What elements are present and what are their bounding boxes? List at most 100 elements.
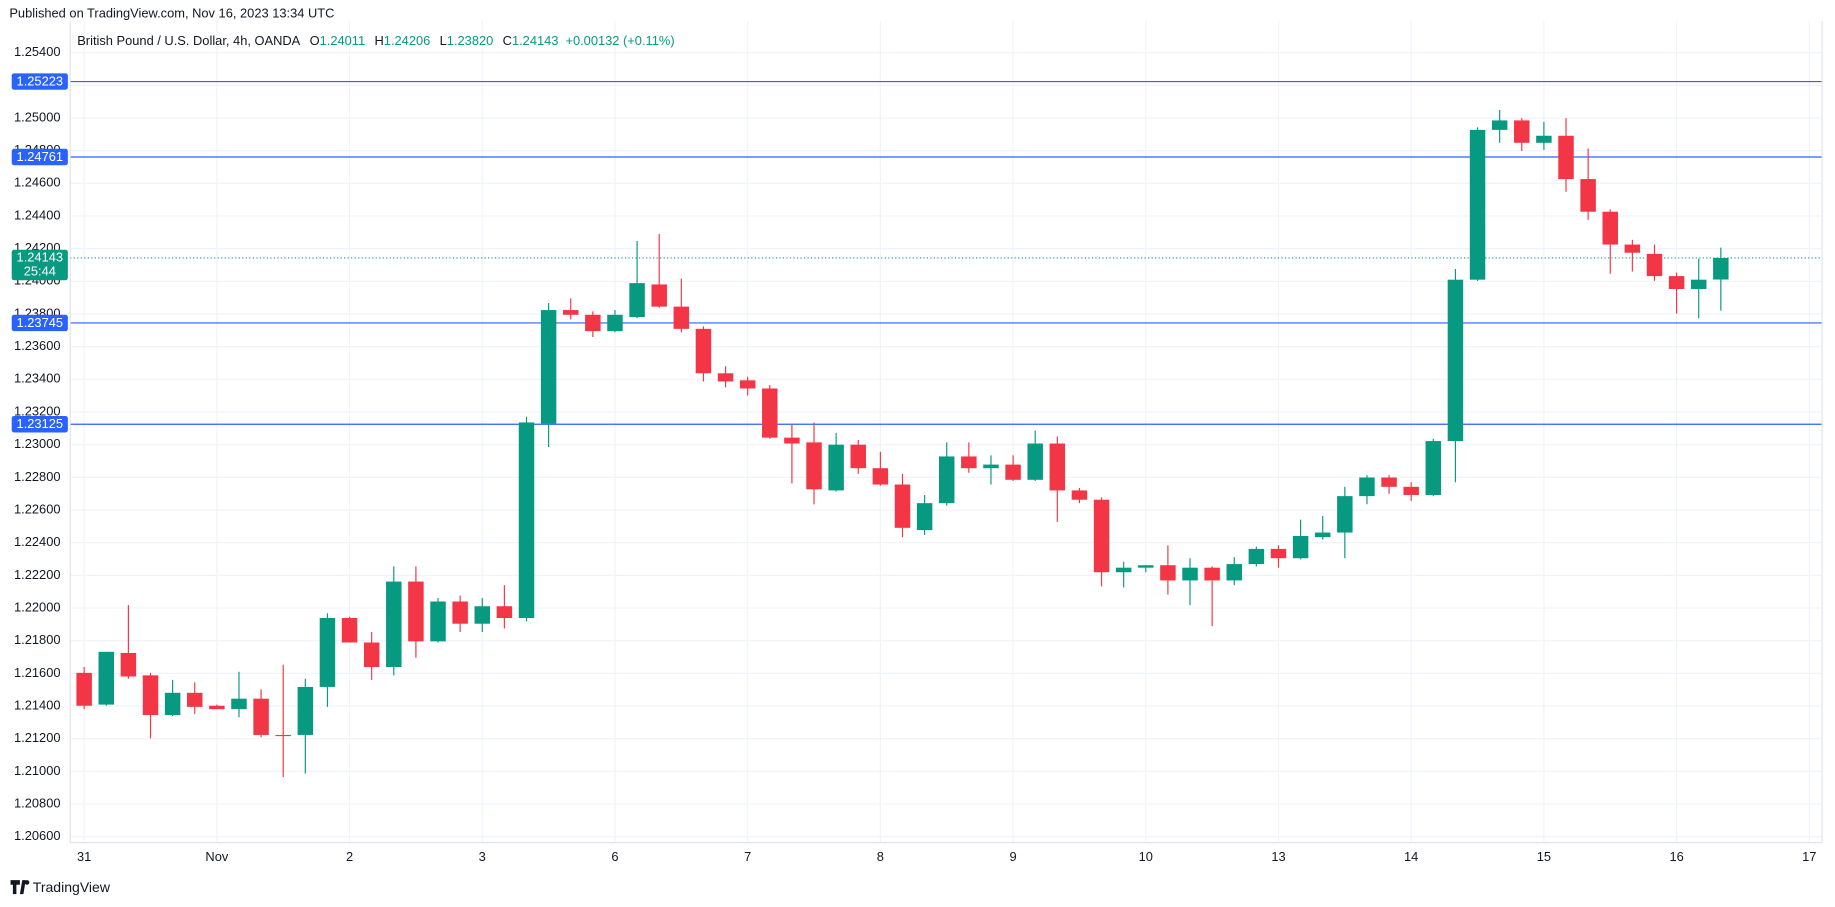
logo-icon (10, 880, 30, 895)
y-tick-label: 1.23400 (14, 371, 60, 386)
legend-value: 1.24206 (384, 34, 430, 49)
candle-body (120, 652, 137, 677)
candle-body (1646, 253, 1663, 277)
candle-body (872, 468, 889, 485)
candle-body (850, 444, 866, 469)
candle-body (1602, 211, 1618, 245)
y-tick-label: 1.22000 (14, 599, 60, 614)
candle-body (76, 672, 92, 706)
candle-body (1690, 279, 1707, 289)
candle-body (540, 310, 557, 424)
candle-body (806, 442, 822, 490)
level-label: 1.24761 (17, 149, 63, 164)
legend-key: L (440, 34, 447, 49)
candle-body (983, 464, 999, 469)
candle-body (1005, 464, 1021, 480)
y-tick-label: 1.22800 (14, 469, 60, 484)
x-tick-label: 16 (1669, 849, 1683, 864)
y-tick-label: 1.20600 (14, 828, 60, 843)
y-tick-label: 1.25400 (14, 44, 60, 59)
axes: 1.254001.252001.250001.248001.246001.244… (11, 21, 1823, 864)
candle-body (297, 686, 314, 735)
candle-body (319, 617, 336, 687)
y-tick-label: 1.21200 (14, 730, 60, 745)
candle-body (452, 601, 468, 624)
candle-body (341, 617, 358, 643)
legend-value: 1.23820 (447, 34, 493, 49)
level-label: 1.23125 (17, 416, 63, 431)
x-tick-label: 10 (1139, 849, 1153, 864)
candle-body (275, 734, 291, 737)
candle-body (363, 642, 380, 668)
candle-body (231, 698, 247, 710)
candle-body (784, 437, 800, 444)
candle-body (1160, 565, 1176, 581)
candle-body (474, 606, 491, 624)
candle-body (717, 373, 734, 382)
footer-text: TradingView (33, 879, 111, 895)
legend-title: British Pound / U.S. Dollar, 4h, OANDA (77, 34, 300, 49)
candle-body (1270, 548, 1287, 559)
legend-change: +0.00132 (+0.11%) (565, 34, 674, 49)
candle-body (496, 606, 513, 618)
candle-body (916, 503, 933, 531)
x-tick-label: 31 (77, 849, 91, 864)
candle-body (1182, 567, 1198, 581)
candle-body (1071, 490, 1088, 500)
candle-body (142, 675, 159, 716)
candle-body (562, 310, 579, 315)
x-tick-label: 2 (346, 849, 353, 864)
x-tick-label: 7 (744, 849, 751, 864)
candle-body (386, 581, 402, 668)
candle-body (430, 601, 446, 642)
candle-body (253, 698, 269, 735)
current-price-bg (11, 249, 68, 281)
y-tick-label: 1.23000 (14, 436, 60, 451)
candle-body (894, 484, 911, 528)
candle-body (651, 284, 667, 307)
candle-body (828, 444, 844, 491)
legend-key: O (310, 34, 320, 49)
candle-body (1204, 567, 1220, 581)
candle-body (1292, 535, 1309, 559)
candle-body (1115, 567, 1132, 573)
footer-logo[interactable]: TradingView (10, 879, 111, 895)
candle-body (1093, 499, 1110, 573)
candle-body (739, 380, 756, 389)
legend-key: H (375, 34, 384, 49)
y-tick-label: 1.21600 (14, 665, 60, 680)
y-tick-label: 1.21800 (14, 632, 60, 647)
y-tick-label: 1.21000 (14, 763, 60, 778)
candle-body (1226, 564, 1242, 581)
candle-body (607, 314, 623, 332)
candle-body (186, 692, 203, 707)
x-tick-label: 17 (1802, 849, 1816, 864)
candle-body (209, 705, 225, 710)
x-tick-label: 9 (1009, 849, 1016, 864)
candle-body (1248, 548, 1265, 565)
candle-body (585, 314, 601, 332)
candle-body (1049, 443, 1066, 491)
y-tick-label: 1.20800 (14, 795, 60, 810)
level-label-bg (11, 73, 68, 90)
legend-value: 1.24143 (512, 34, 558, 49)
legend-key: C (503, 34, 512, 49)
candle-body (1558, 135, 1574, 180)
candle-body (1536, 135, 1552, 143)
candle-body (673, 306, 690, 329)
y-tick-label: 1.23600 (14, 338, 60, 353)
candle-body (1314, 532, 1331, 538)
candles (76, 109, 1729, 778)
y-tick-label: 1.21400 (14, 697, 60, 712)
levels (70, 80, 1823, 425)
candle-body (1580, 179, 1596, 212)
candle-body (695, 328, 712, 374)
candle-body (1138, 565, 1154, 568)
level-label: 1.23745 (17, 315, 63, 330)
countdown: 25:44 (24, 263, 56, 278)
candle-body (1027, 443, 1043, 480)
x-tick-label: 15 (1537, 849, 1551, 864)
y-tick-label: 1.24400 (14, 207, 60, 222)
ohlc-legend: British Pound / U.S. Dollar, 4h, OANDA O 1… (77, 34, 674, 49)
candle-body (1713, 257, 1729, 280)
